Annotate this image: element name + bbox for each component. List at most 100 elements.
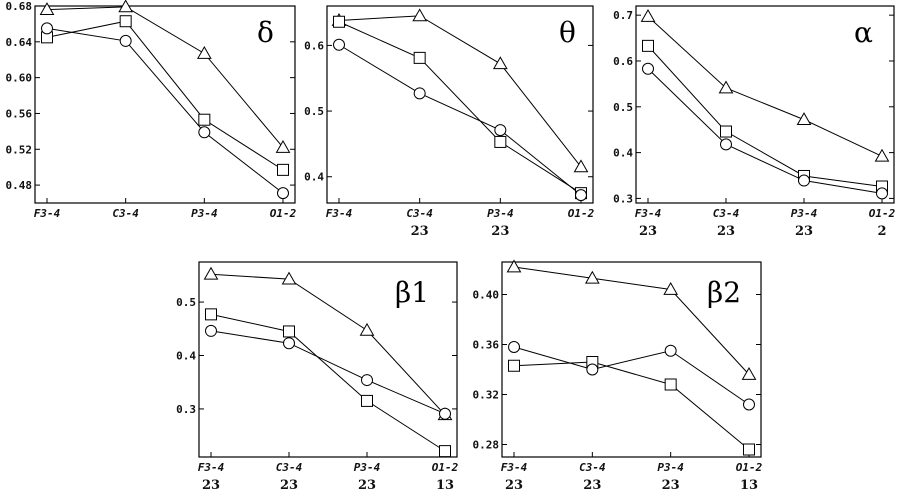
y-tick-label: 0.4 bbox=[176, 349, 196, 362]
marker-circle bbox=[119, 34, 132, 47]
marker-circle bbox=[361, 374, 373, 387]
panel-title: θ bbox=[559, 16, 576, 49]
marker-triangle bbox=[573, 159, 589, 173]
marker-triangle bbox=[412, 8, 428, 22]
marker-square bbox=[494, 135, 507, 148]
x-tick-label: F3-4 bbox=[198, 461, 225, 474]
plot-frame bbox=[501, 261, 762, 458]
marker-circle bbox=[205, 324, 217, 337]
marker-triangle bbox=[275, 139, 291, 153]
x-below-label: 23 bbox=[491, 224, 509, 239]
marker-square bbox=[205, 308, 217, 321]
series-line-square bbox=[338, 21, 582, 194]
marker-square bbox=[333, 15, 345, 28]
marker-square bbox=[277, 163, 289, 176]
series-line-square bbox=[46, 20, 284, 171]
y-tick-label: 0.28 bbox=[473, 439, 500, 452]
x-below-label: 23 bbox=[662, 478, 680, 493]
series-line-triangle bbox=[338, 15, 582, 168]
x-below-label: 2 bbox=[877, 224, 886, 239]
x-below-label: 23 bbox=[717, 224, 735, 239]
x-below-label: 23 bbox=[202, 478, 220, 493]
marker-triangle bbox=[118, 0, 134, 13]
x-below-label: 23 bbox=[411, 224, 429, 239]
y-tick-label: 0.3 bbox=[176, 403, 196, 416]
marker-circle bbox=[798, 174, 810, 187]
marker-triangle bbox=[359, 322, 375, 336]
marker-triangle bbox=[506, 259, 522, 273]
marker-circle bbox=[876, 187, 888, 200]
y-tick-label: 0.68 bbox=[6, 0, 33, 13]
marker-circle bbox=[198, 126, 211, 139]
marker-triangle bbox=[39, 2, 55, 15]
plot-frame bbox=[635, 5, 895, 204]
panel-1: 0.48 0.52 0.56 0.60 0.64 0.68 F3-4 C3-4 P3-4 O1-2… bbox=[6, 0, 297, 220]
x-tick-label: C3-4 bbox=[112, 207, 139, 220]
marker-circle bbox=[283, 337, 295, 350]
marker-triangle bbox=[640, 9, 656, 22]
marker-triangle bbox=[281, 271, 297, 285]
x-below-label: 23 bbox=[505, 478, 523, 493]
marker-circle bbox=[413, 87, 426, 100]
x-below-label: 23 bbox=[280, 478, 298, 493]
series-line-triangle bbox=[46, 6, 284, 148]
x-tick-label: C3-4 bbox=[406, 207, 433, 220]
y-tick-label: 0.56 bbox=[6, 107, 33, 120]
panel-3: 0.3 0.4 0.5 0.6 0.7 F3-4 23 C3-4 23 P3-4 23 O1-2 2 α bbox=[613, 5, 896, 239]
x-tick-label: C3-4 bbox=[713, 207, 740, 220]
plot-frame bbox=[34, 5, 296, 204]
series-line-circle bbox=[647, 68, 883, 194]
y-tick-label: 0.4 bbox=[613, 147, 633, 160]
series-line-square bbox=[513, 361, 750, 450]
series-line-triangle bbox=[513, 266, 750, 375]
y-tick-label: 0.52 bbox=[6, 143, 33, 156]
panel-4: 0.3 0.4 0.5 F3-4 23 C3-4 23 P3-4 23 O1-2 13 β1 bbox=[176, 261, 459, 493]
marker-circle bbox=[41, 22, 53, 35]
series-line-triangle bbox=[210, 273, 446, 416]
marker-circle bbox=[439, 407, 451, 420]
series-line-circle bbox=[513, 346, 750, 405]
x-tick-label: O1-2 bbox=[736, 461, 763, 474]
marker-circle bbox=[575, 189, 587, 202]
series-line-square bbox=[210, 313, 446, 452]
marker-circle bbox=[494, 124, 507, 137]
marker-square bbox=[439, 445, 451, 458]
marker-triangle bbox=[196, 45, 212, 59]
series-line-circle bbox=[210, 330, 446, 415]
panel-title: β2 bbox=[707, 276, 741, 309]
x-below-label: 13 bbox=[740, 478, 758, 493]
y-tick-label: 0.36 bbox=[473, 339, 500, 352]
marker-square bbox=[508, 359, 520, 372]
marker-triangle bbox=[718, 80, 734, 94]
marker-triangle bbox=[492, 56, 508, 70]
x-tick-label: P3-4 bbox=[191, 207, 218, 220]
x-tick-label: P3-4 bbox=[487, 207, 514, 220]
series-line-square bbox=[647, 45, 883, 188]
y-tick-label: 0.5 bbox=[304, 105, 324, 118]
marker-square bbox=[664, 378, 677, 391]
x-tick-label: P3-4 bbox=[791, 207, 818, 220]
x-tick-label: P3-4 bbox=[354, 461, 381, 474]
y-tick-label: 0.6 bbox=[304, 39, 324, 52]
panel-title: α bbox=[854, 16, 873, 49]
marker-circle bbox=[642, 62, 654, 75]
marker-circle bbox=[720, 138, 732, 151]
y-tick-label: 0.3 bbox=[613, 192, 633, 205]
x-tick-label: F3-4 bbox=[635, 207, 662, 220]
x-below-label: 13 bbox=[436, 478, 454, 493]
y-tick-label: 0.40 bbox=[473, 289, 500, 302]
marker-square bbox=[743, 443, 755, 456]
x-tick-label: C3-4 bbox=[276, 461, 303, 474]
y-tick-label: 0.5 bbox=[176, 296, 196, 309]
plot-frame bbox=[198, 261, 458, 458]
marker-square bbox=[361, 394, 373, 407]
y-tick-label: 0.32 bbox=[473, 389, 500, 402]
marker-circle bbox=[508, 341, 520, 353]
x-tick-label: O1-2 bbox=[432, 461, 459, 474]
marker-circle bbox=[664, 344, 677, 357]
x-below-label: 23 bbox=[639, 224, 657, 239]
x-tick-label: O1-2 bbox=[568, 207, 595, 220]
marker-triangle bbox=[874, 148, 890, 162]
marker-circle bbox=[277, 187, 289, 200]
